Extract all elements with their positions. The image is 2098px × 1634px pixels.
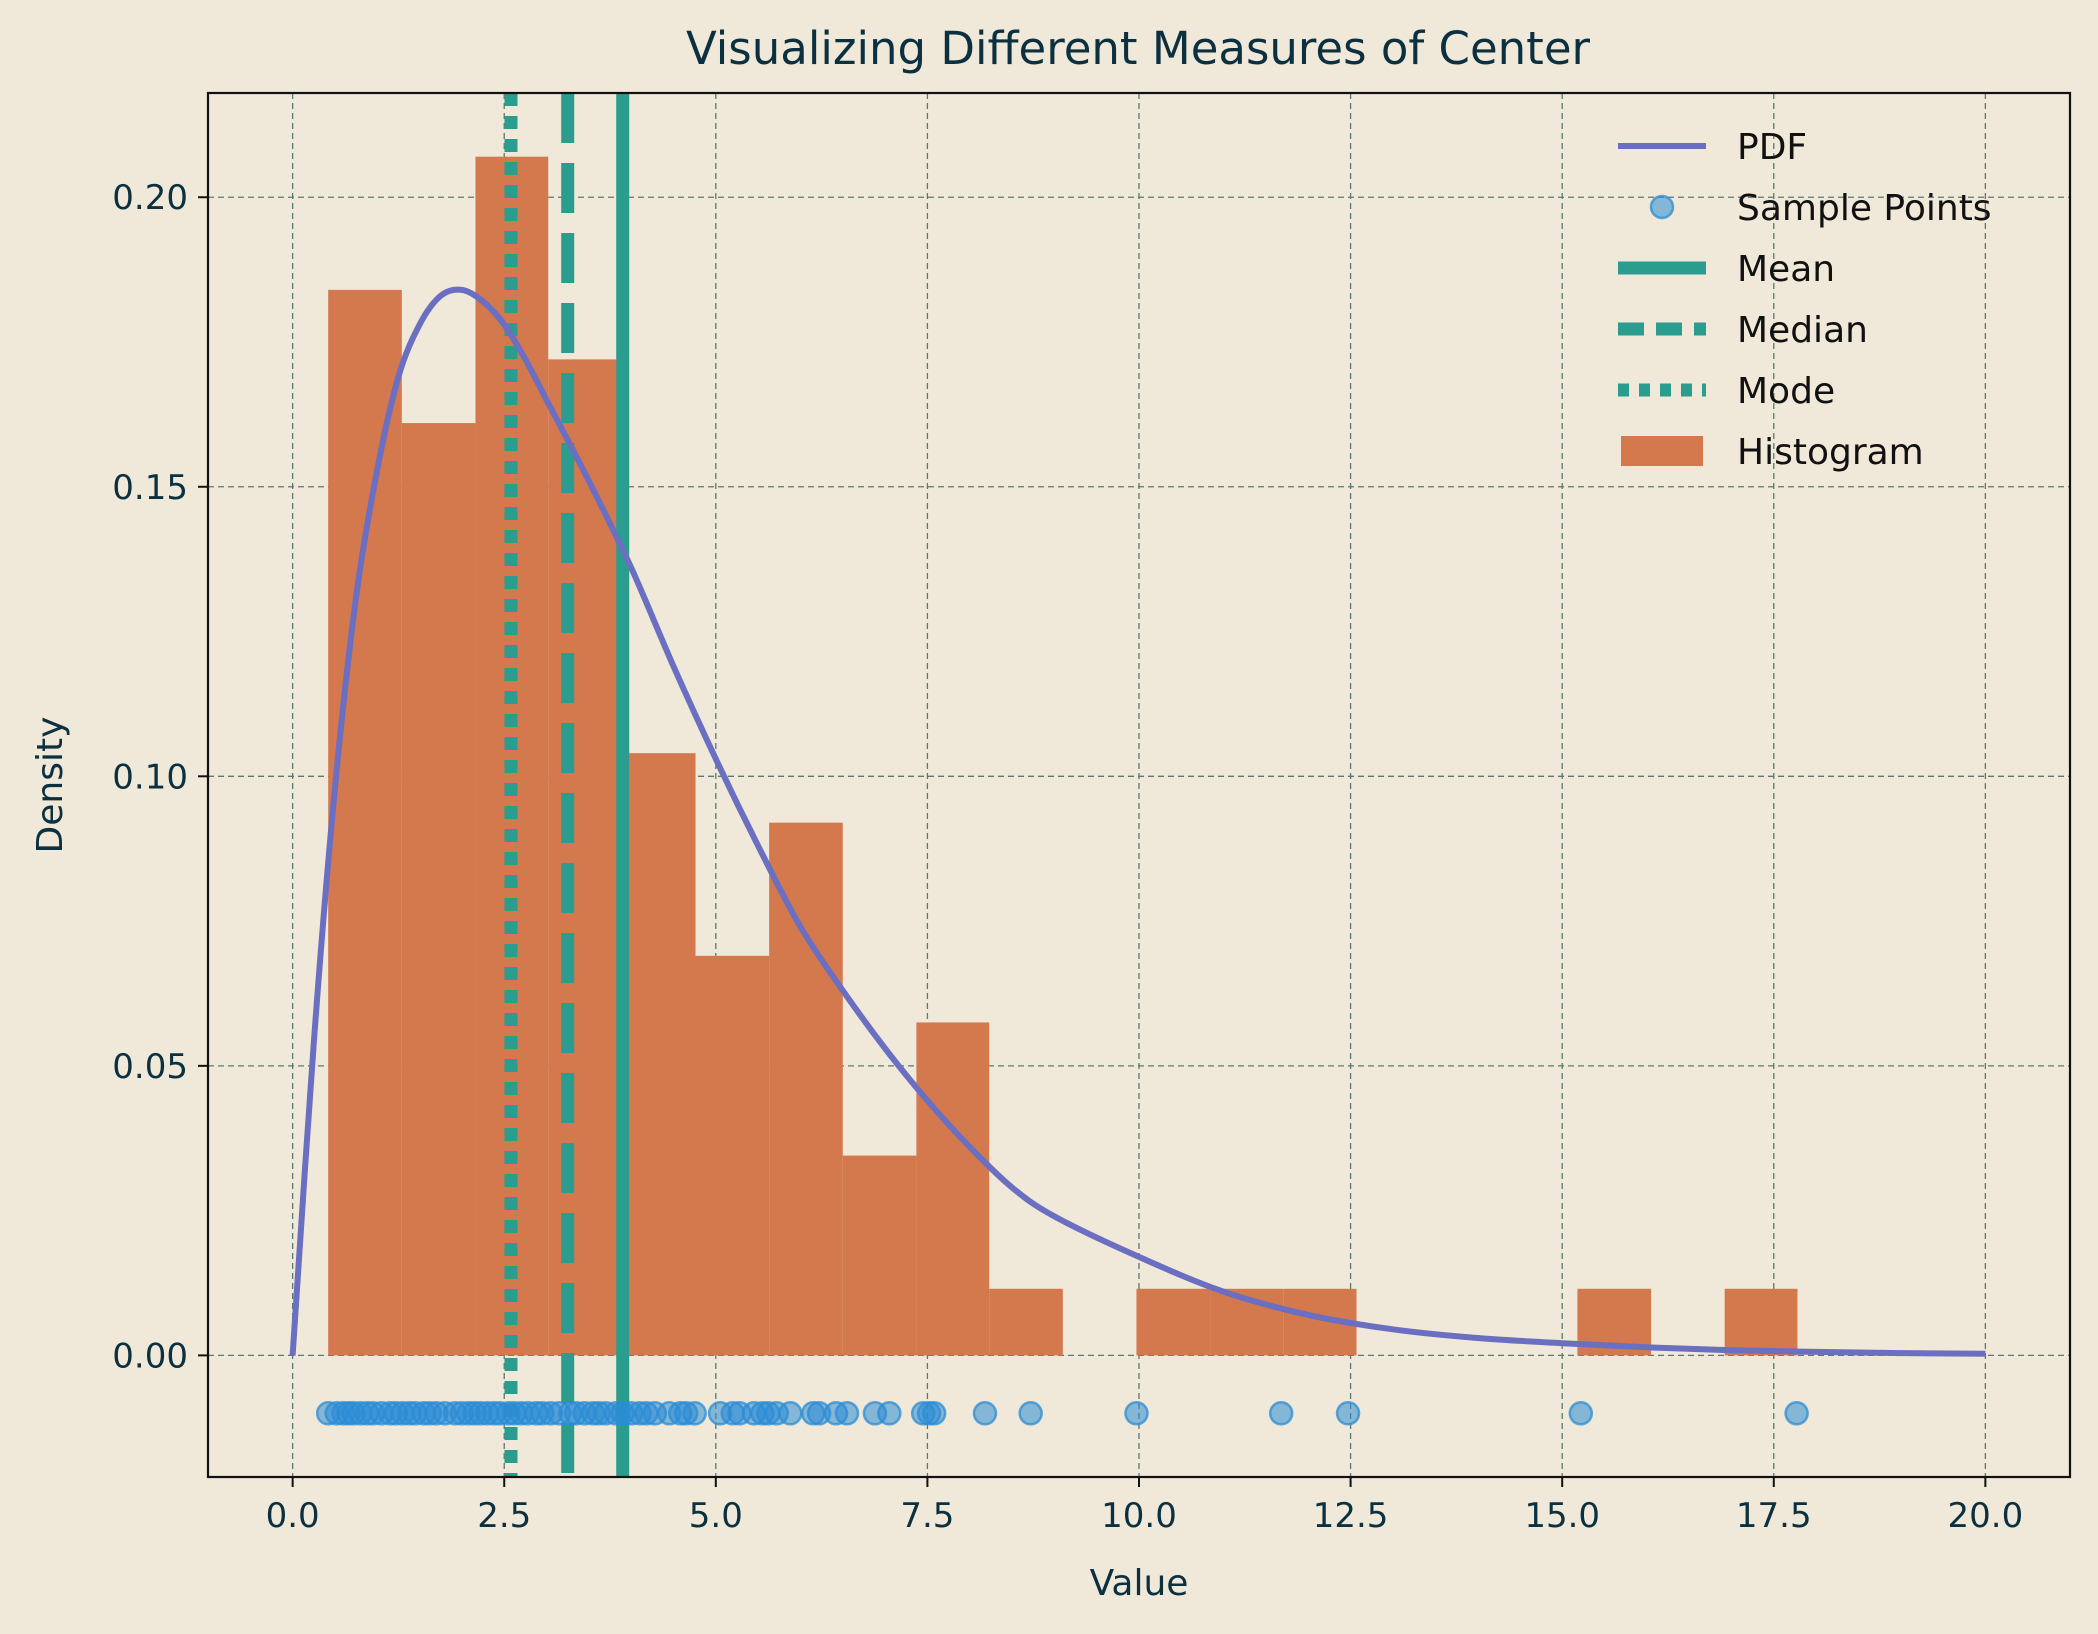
sample-point <box>1268 1401 1294 1426</box>
x-tick-label: 17.5 <box>1736 1496 1812 1536</box>
x-tick-label: 20.0 <box>1948 1496 2024 1536</box>
histogram-bar <box>401 423 476 1356</box>
x-tick-label: 10.0 <box>1101 1496 1177 1536</box>
sample-point <box>1124 1401 1149 1426</box>
x-tick-label: 7.5 <box>900 1496 954 1536</box>
sample-point <box>921 1401 947 1426</box>
x-tick-label: 5.0 <box>689 1496 743 1536</box>
y-axis-label: Density <box>30 717 71 854</box>
sample-points-layer <box>315 1401 1809 1426</box>
chart-title: Visualizing Different Measures of Center <box>686 22 1590 75</box>
center-lines <box>504 93 630 1477</box>
legend-mean-label: Mean <box>1737 249 1835 290</box>
x-tick-label: 2.5 <box>477 1496 531 1536</box>
y-tick-label: 0.05 <box>112 1047 188 1087</box>
sample-point <box>834 1401 860 1426</box>
x-tick-label: 0.0 <box>266 1496 320 1536</box>
histogram-bar <box>1136 1288 1211 1356</box>
y-tick-label: 0.00 <box>112 1336 188 1376</box>
sample-point <box>1784 1401 1809 1426</box>
y-tick-label: 0.15 <box>112 468 188 508</box>
histogram-bar <box>548 359 622 1356</box>
histogram-bar <box>769 822 843 1356</box>
sample-point <box>877 1401 902 1426</box>
x-axis-label: Value <box>1090 1563 1189 1604</box>
histogram-bar <box>916 1022 990 1356</box>
pdf-curve <box>289 286 1986 1357</box>
sample-point <box>1018 1401 1043 1426</box>
sample-point <box>1568 1401 1594 1426</box>
legend-sample-points-swatch <box>1649 194 1675 220</box>
legend-mode-label: Mode <box>1737 371 1835 412</box>
sample-point <box>682 1401 707 1426</box>
y-tick-label: 0.10 <box>112 757 188 797</box>
histogram-bar <box>1724 1288 1798 1356</box>
legend: PDF Sample Points Mean Median Mode Histogram <box>1618 127 1992 473</box>
histogram-bar <box>842 1155 917 1356</box>
legend-sample-points-label: Sample Points <box>1737 188 1992 229</box>
sample-point <box>972 1401 998 1426</box>
y-tick-label: 0.20 <box>112 178 188 218</box>
histogram-bar <box>621 753 696 1356</box>
histogram-bar <box>695 955 770 1356</box>
legend-histogram-swatch <box>1621 436 1703 466</box>
pdf-curve-layer <box>289 286 1986 1357</box>
legend-histogram-label: Histogram <box>1737 432 1924 473</box>
x-tick-label: 12.5 <box>1313 1496 1389 1536</box>
sample-point <box>1335 1401 1361 1426</box>
histogram-bar <box>989 1288 1063 1356</box>
histogram-bar <box>328 289 402 1356</box>
sample-point <box>778 1401 803 1426</box>
legend-pdf-label: PDF <box>1737 127 1807 168</box>
axis-ticks: 0.0 2.5 5.0 7.5 10.0 12.5 15.0 17.5 20.0 0.00 0.05… <box>112 178 2023 1536</box>
x-tick-label: 15.0 <box>1524 1496 1600 1536</box>
legend-median-label: Median <box>1737 310 1868 351</box>
